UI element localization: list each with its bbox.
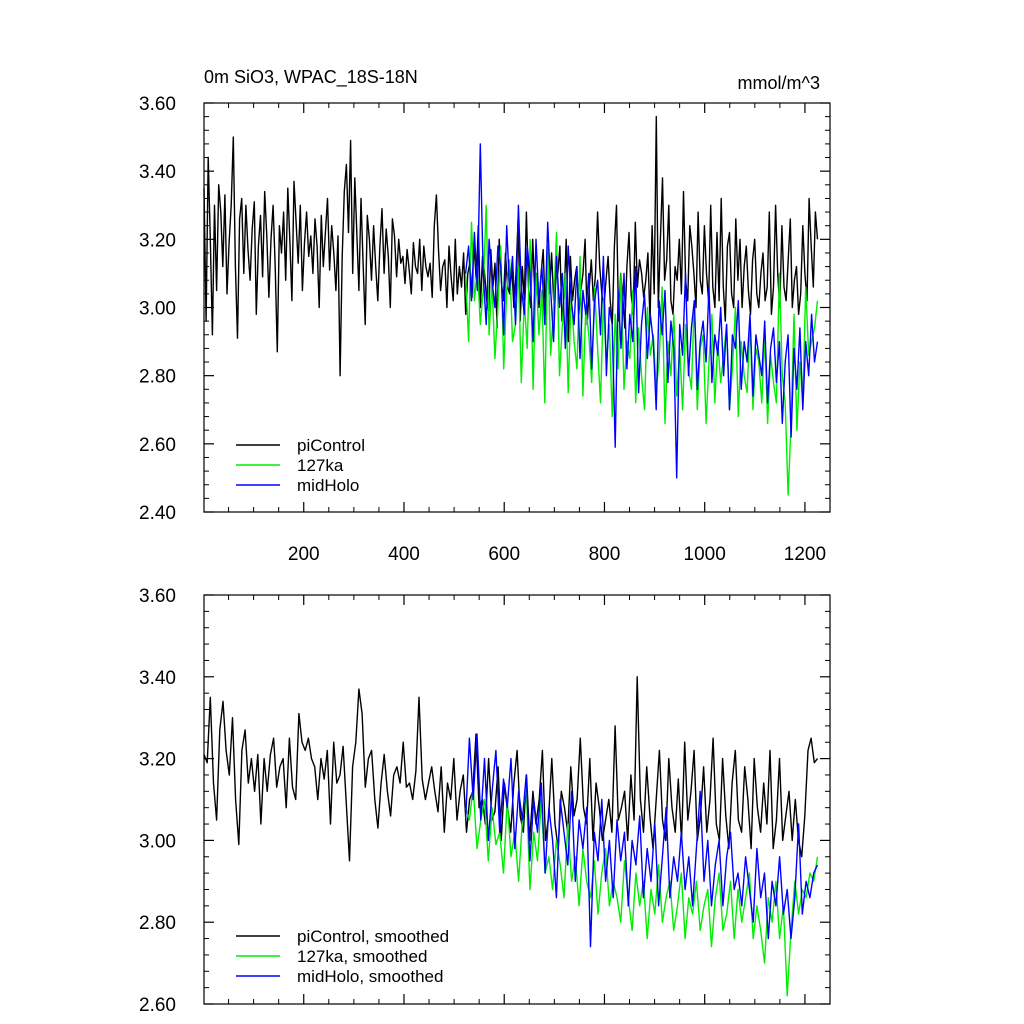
y-tick-label: 2.80: [139, 367, 176, 388]
top-panel: 0m SiO3, WPAC_18S-18N mmol/m^3 2.40 2.60 2.8…: [139, 67, 831, 565]
legend-label-midholo: midHolo: [297, 476, 359, 495]
x-tick-label: 200: [288, 544, 320, 565]
series-line-picontrol: [203, 676, 819, 862]
y-tick-label: 3.60: [139, 586, 176, 607]
x-tick-label: 1200: [784, 544, 826, 565]
y-tick-label: 3.40: [139, 668, 176, 689]
y-tick-label: 3.20: [139, 750, 176, 771]
legend-label-picontrol: piControl: [297, 436, 365, 455]
units-label: mmol/m^3: [738, 73, 820, 93]
y-tick-label: 3.20: [139, 230, 176, 251]
x-tick-label: 600: [488, 544, 520, 565]
x-tick-label: 800: [589, 544, 621, 565]
y-tick-label: 3.00: [139, 299, 176, 320]
series-line-midholo: [464, 733, 819, 948]
legend-label-midholo: midHolo, smoothed: [297, 967, 443, 986]
y-tick-label: 2.60: [139, 995, 176, 1016]
y-tick-label: 3.40: [139, 162, 176, 183]
y-tick-label: 3.00: [139, 831, 176, 852]
series-line-midholo: [464, 143, 819, 479]
chart-title: 0m SiO3, WPAC_18S-18N: [204, 67, 418, 88]
legend-label-127ka: 127ka: [297, 456, 344, 475]
legend-label-picontrol: piControl, smoothed: [297, 927, 449, 946]
plot-frame: [203, 594, 831, 1005]
y-tick-label: 2.80: [139, 913, 176, 934]
y-tick-label: 2.40: [139, 503, 176, 524]
legend-label-127ka: 127ka, smoothed: [297, 947, 427, 966]
bottom-panel: 2.60 2.80 3.00 3.20 3.40 3.60 piControl, smoot…: [139, 586, 831, 1016]
y-tick-label: 3.60: [139, 94, 176, 115]
x-tick-label: 400: [388, 544, 420, 565]
y-tick-label: 2.60: [139, 435, 176, 456]
x-tick-label: 1000: [684, 544, 726, 565]
